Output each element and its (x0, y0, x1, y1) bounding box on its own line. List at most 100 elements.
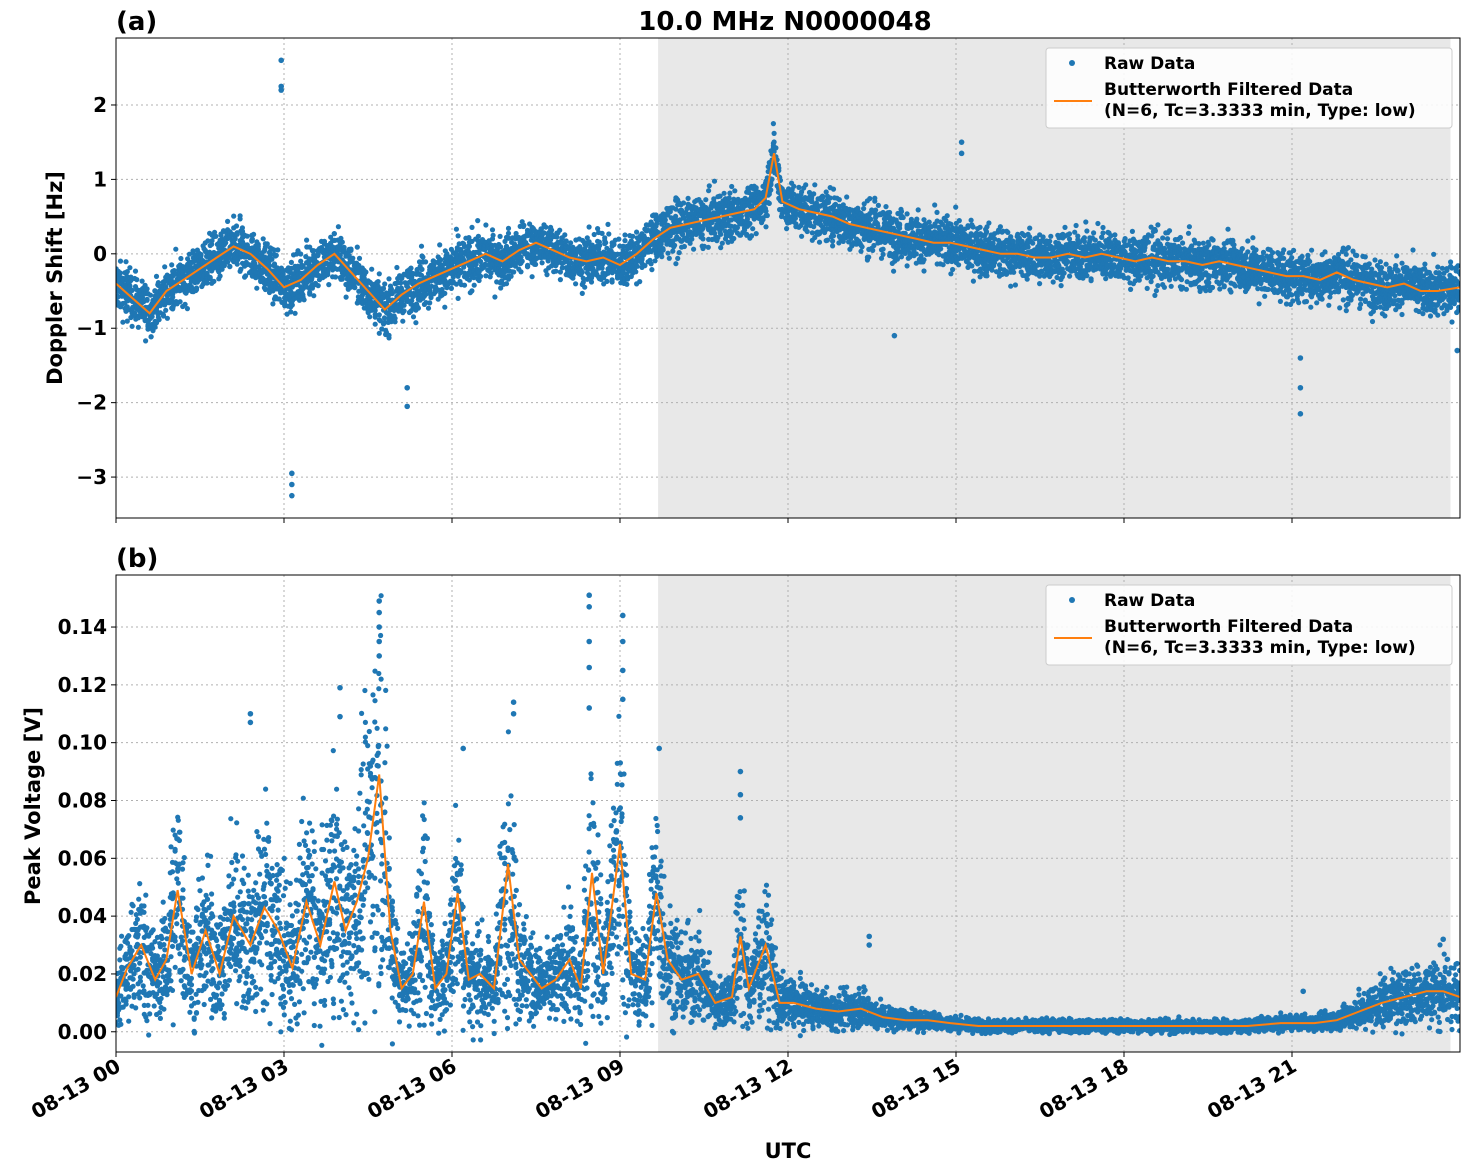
raw-data-point (791, 183, 797, 189)
raw-data-point (448, 285, 454, 291)
raw-data-point (1066, 231, 1073, 237)
raw-data-point (539, 236, 545, 242)
raw-data-point (673, 261, 679, 267)
raw-data-point (573, 281, 579, 287)
raw-data-point (401, 308, 407, 314)
raw-data-point (648, 261, 654, 267)
raw-data-point (968, 217, 974, 223)
raw-data-point (337, 252, 343, 259)
raw-data-point (386, 332, 392, 338)
raw-data-point (374, 303, 380, 309)
raw-data-point (634, 229, 640, 235)
raw-data-point (915, 207, 921, 213)
raw-data-point (164, 315, 170, 321)
raw-data-point (731, 235, 737, 242)
raw-data-point (135, 324, 141, 330)
raw-data-point (582, 284, 588, 290)
raw-data-point (227, 264, 233, 270)
raw-data-point (1047, 238, 1053, 244)
raw-data-point (541, 230, 547, 236)
raw-data-point (233, 223, 240, 229)
raw-data-point (163, 307, 169, 313)
raw-data-point (705, 244, 711, 250)
raw-data-point (144, 286, 150, 292)
raw-data-point (288, 309, 294, 315)
raw-data-point (123, 259, 129, 265)
raw-data-point (298, 258, 304, 264)
raw-data-point (681, 243, 688, 250)
raw-data-point (606, 231, 612, 237)
raw-data-point (148, 334, 154, 340)
raw-data-point (173, 246, 179, 252)
raw-data-point (129, 287, 135, 293)
raw-data-point (887, 209, 893, 216)
raw-data-point (611, 241, 617, 248)
raw-data-point (580, 279, 586, 285)
raw-data-point (956, 218, 962, 224)
raw-data-point (461, 243, 468, 250)
raw-data-point (680, 200, 687, 206)
raw-data-point (711, 178, 718, 184)
raw-data-point (1062, 224, 1068, 230)
raw-data-point (983, 229, 990, 235)
raw-data-point (399, 275, 405, 281)
raw-data-point (307, 244, 313, 250)
raw-data-point (490, 232, 496, 238)
raw-data-point (637, 279, 643, 285)
raw-data-point (234, 261, 240, 267)
raw-data-point (732, 188, 738, 194)
raw-data-point (231, 213, 237, 219)
raw-data-point (238, 266, 244, 272)
raw-data-point (718, 245, 724, 251)
raw-data-point (127, 265, 133, 271)
raw-data-point (1058, 283, 1064, 289)
raw-data-point (599, 230, 605, 236)
raw-data-point (804, 228, 810, 235)
raw-data-point (255, 243, 261, 250)
raw-data-point (142, 313, 148, 319)
raw-data-point (687, 240, 693, 246)
raw-data-points (116, 57, 1460, 499)
raw-data-point (372, 307, 378, 314)
raw-data-point (508, 273, 514, 279)
raw-data-point (218, 232, 224, 238)
raw-data-point (543, 224, 549, 230)
raw-data-point (1024, 276, 1030, 282)
raw-data-point (579, 290, 585, 296)
raw-data-point (734, 225, 741, 231)
raw-data-point (400, 296, 406, 302)
raw-data-point (314, 259, 320, 265)
raw-data-point (244, 233, 250, 239)
raw-data-point (423, 291, 429, 297)
raw-data-point (418, 243, 425, 249)
raw-data-point (926, 219, 932, 225)
raw-data-point (880, 246, 886, 252)
raw-data-point (562, 232, 568, 238)
raw-data-point (654, 220, 660, 227)
raw-data-point (944, 213, 950, 219)
raw-data-point (170, 303, 176, 309)
raw-data-point (1067, 273, 1073, 279)
raw-data-point (213, 233, 219, 239)
raw-data-point (726, 195, 732, 201)
raw-data-point (207, 274, 213, 280)
raw-data-point (442, 304, 448, 310)
raw-data-point (237, 216, 243, 222)
raw-data-point (597, 242, 603, 248)
raw-data-point (956, 262, 962, 268)
raw-data-point (376, 312, 382, 318)
raw-data-point (388, 286, 394, 293)
raw-data-point (604, 278, 610, 284)
raw-data-point (816, 239, 823, 245)
raw-data-point (675, 255, 681, 261)
raw-data-point (198, 252, 204, 259)
raw-data-point (476, 277, 482, 284)
raw-data-point (288, 259, 294, 265)
raw-data-point (579, 269, 585, 275)
raw-data-point (1050, 279, 1056, 285)
raw-data-point (689, 236, 695, 242)
raw-data-point (633, 269, 639, 275)
raw-data-point (223, 240, 229, 246)
